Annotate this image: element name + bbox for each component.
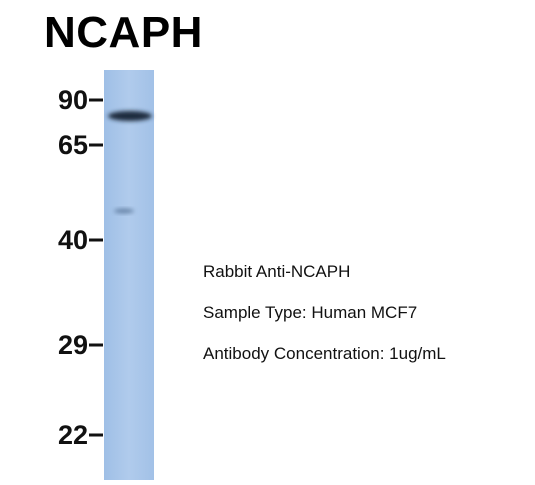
antibody-label: Rabbit Anti-NCAPH: [203, 262, 350, 282]
marker-label: 90: [0, 85, 88, 115]
blot-figure: NCAPH 9065402922 Rabbit Anti-NCAPH Sampl…: [0, 0, 535, 485]
main-band: [108, 111, 152, 121]
marker-label: 65: [0, 130, 88, 160]
marker-label: 40: [0, 225, 88, 255]
faint-band: [114, 209, 134, 214]
concentration-label: Antibody Concentration: 1ug/mL: [203, 344, 446, 364]
marker-ticks: [89, 100, 103, 435]
sample-type-label: Sample Type: Human MCF7: [203, 303, 417, 323]
marker-label: 29: [0, 330, 88, 360]
gel-lane: [104, 70, 154, 480]
marker-label: 22: [0, 420, 88, 450]
